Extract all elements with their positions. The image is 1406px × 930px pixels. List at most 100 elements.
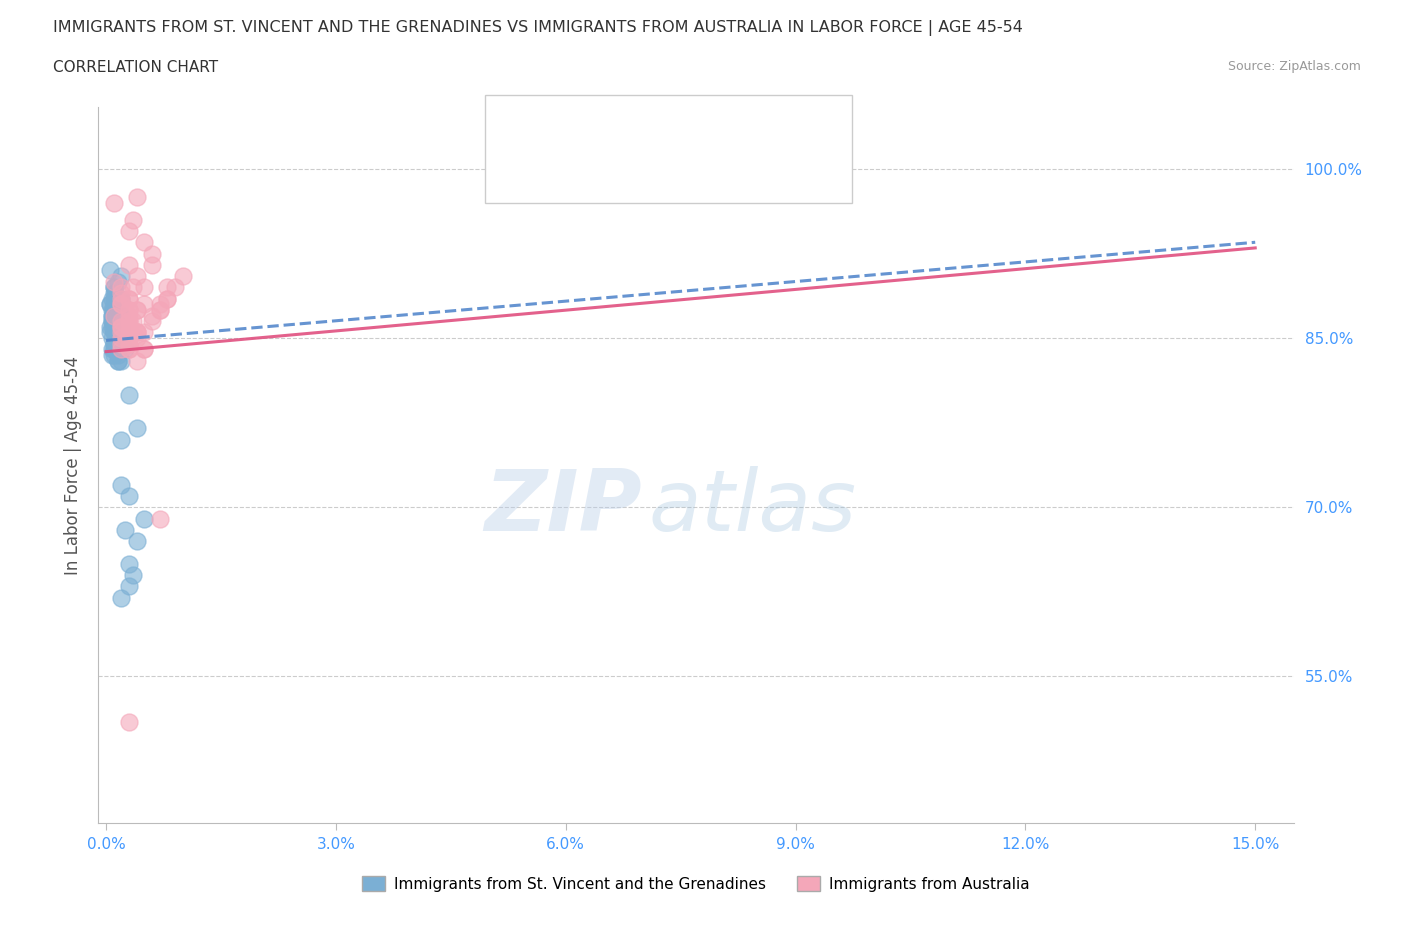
- Point: [134, 297, 156, 312]
- Text: 0.168: 0.168: [571, 149, 626, 167]
- Point: [101, 342, 124, 357]
- Point: [118, 302, 141, 317]
- Point: [103, 302, 125, 317]
- Point: [104, 286, 127, 300]
- Point: [110, 286, 132, 300]
- Point: [156, 280, 179, 295]
- Point: [103, 337, 125, 352]
- Point: [107, 348, 129, 363]
- Point: [110, 432, 132, 447]
- Point: [107, 353, 129, 368]
- Point: [103, 280, 125, 295]
- Point: [104, 313, 127, 328]
- Point: [103, 313, 125, 328]
- Point: [125, 326, 148, 340]
- Point: [107, 313, 129, 328]
- Point: [101, 313, 124, 328]
- Point: [125, 302, 148, 317]
- Point: [172, 269, 194, 284]
- Point: [118, 291, 141, 306]
- Point: [110, 590, 132, 604]
- Text: N =: N =: [641, 149, 681, 167]
- Point: [103, 297, 125, 312]
- Point: [125, 302, 148, 317]
- Point: [103, 291, 125, 306]
- Point: [103, 308, 125, 323]
- Point: [103, 302, 125, 317]
- Point: [156, 291, 179, 306]
- Point: [110, 280, 132, 295]
- Text: ZIP: ZIP: [485, 467, 643, 550]
- Point: [107, 331, 129, 346]
- Point: [141, 313, 163, 328]
- Point: [118, 714, 141, 729]
- Point: [118, 326, 141, 340]
- Point: [108, 297, 131, 312]
- Point: [118, 556, 141, 571]
- Text: Source: ZipAtlas.com: Source: ZipAtlas.com: [1227, 60, 1361, 73]
- Point: [149, 297, 172, 312]
- Point: [118, 578, 141, 593]
- Point: [103, 302, 125, 317]
- Point: [103, 319, 125, 334]
- Text: N =: N =: [641, 110, 681, 128]
- Point: [141, 246, 163, 261]
- Point: [110, 331, 132, 346]
- Point: [118, 302, 141, 317]
- Point: [125, 326, 148, 340]
- Point: [118, 342, 141, 357]
- Text: IMMIGRANTS FROM ST. VINCENT AND THE GRENADINES VS IMMIGRANTS FROM AUSTRALIA IN L: IMMIGRANTS FROM ST. VINCENT AND THE GREN…: [53, 20, 1024, 36]
- Point: [118, 337, 141, 352]
- Point: [134, 235, 156, 250]
- Point: [163, 280, 186, 295]
- Point: [156, 291, 179, 306]
- Point: [103, 308, 125, 323]
- Point: [110, 319, 132, 334]
- Point: [103, 280, 125, 295]
- Point: [118, 342, 141, 357]
- Point: [107, 302, 129, 317]
- Point: [118, 223, 141, 238]
- Point: [125, 190, 148, 205]
- Point: [103, 195, 125, 210]
- Point: [110, 477, 132, 492]
- Point: [107, 353, 129, 368]
- Point: [107, 274, 129, 289]
- Point: [101, 308, 124, 323]
- Point: [110, 319, 132, 334]
- Point: [149, 302, 172, 317]
- Text: 0.089: 0.089: [571, 110, 626, 128]
- Text: atlas: atlas: [648, 467, 856, 550]
- Point: [101, 331, 124, 346]
- Point: [110, 337, 132, 352]
- Point: [125, 269, 148, 284]
- Point: [101, 313, 124, 328]
- Point: [134, 280, 156, 295]
- Point: [118, 313, 141, 328]
- Point: [118, 337, 141, 352]
- Text: 72: 72: [675, 110, 699, 128]
- Point: [114, 342, 136, 357]
- Point: [122, 567, 145, 582]
- Point: [98, 319, 121, 334]
- Point: [141, 258, 163, 272]
- Point: [110, 308, 132, 323]
- Point: [103, 286, 125, 300]
- Point: [134, 342, 156, 357]
- Point: [101, 302, 124, 317]
- Point: [101, 348, 124, 363]
- Y-axis label: In Labor Force | Age 45-54: In Labor Force | Age 45-54: [65, 355, 83, 575]
- Point: [110, 342, 132, 357]
- Point: [125, 331, 148, 346]
- Point: [118, 308, 141, 323]
- Point: [125, 534, 148, 549]
- Point: [134, 326, 156, 340]
- Point: [110, 291, 132, 306]
- Point: [108, 319, 131, 334]
- Point: [107, 326, 129, 340]
- Point: [103, 319, 125, 334]
- Point: [103, 348, 125, 363]
- Point: [103, 342, 125, 357]
- Point: [125, 326, 148, 340]
- Point: [149, 302, 172, 317]
